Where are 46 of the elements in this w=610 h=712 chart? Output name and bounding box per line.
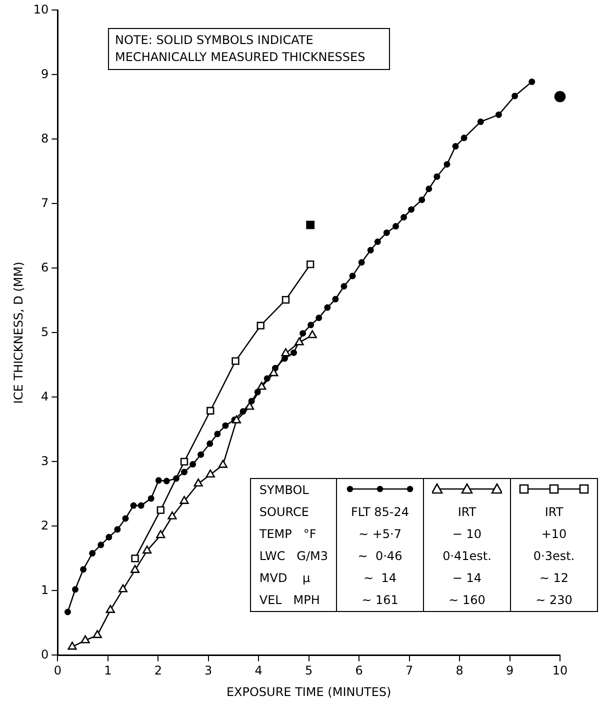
y-tick-label: 5 — [41, 324, 49, 339]
x-tick-label: 2 — [154, 664, 162, 678]
annotation: NOTE: SOLID SYMBOLS INDICATE MECHANICALLY MEASURED THICKNESSES — [108, 28, 390, 70]
y-tick-label: 6 — [41, 260, 49, 274]
y-tick-label: 7 — [41, 196, 49, 210]
annotation: SOURCE — [258, 504, 310, 521]
annotation: ~ +5·7 — [336, 523, 424, 545]
x-tick-label: 9 — [506, 664, 514, 678]
annotation: ~ 0·46 — [336, 545, 424, 567]
y-tick-label: 0 — [41, 647, 49, 662]
x-tick-label: 3 — [204, 664, 212, 678]
annotation: ~ 161 — [336, 589, 424, 612]
y-tick-label: 4 — [41, 389, 49, 404]
x-tick-label: 1 — [104, 664, 112, 678]
x-tick-label: 5 — [305, 664, 313, 678]
y-axis-title: ICE THICKNESS, D (MM) — [11, 262, 26, 404]
x-axis-title: EXPOSURE TIME (MINUTES) — [226, 684, 392, 699]
x-tick-label: 6 — [355, 664, 363, 678]
x-tick-label: 8 — [456, 664, 464, 678]
y-tick-label: 2 — [41, 518, 49, 532]
annotation: VEL MPH — [258, 592, 321, 609]
y-tick-label: 8 — [41, 131, 49, 146]
annotation: TEMP °F — [258, 526, 318, 543]
annotation: SYMBOL — [258, 482, 310, 499]
annotation: +10 — [510, 523, 598, 545]
x-tick-label: 4 — [254, 664, 262, 678]
y-tick-label: 9 — [41, 66, 49, 81]
annotation: LWC G/M3 — [258, 548, 329, 565]
annotation: ~ 230 — [510, 589, 598, 612]
x-tick-label: 7 — [405, 664, 414, 678]
annotation: ~ 160 — [424, 589, 510, 612]
y-tick-label: 10 — [33, 2, 49, 16]
legend-label: FLT 85-24 — [336, 501, 424, 523]
annotation: − 14 — [424, 567, 510, 589]
y-tick-label: 1 — [41, 582, 49, 597]
annotation: ~ 14 — [336, 567, 424, 589]
y-tick-label: 3 — [41, 454, 49, 468]
x-tick-label: 10 — [552, 664, 568, 678]
x-tick-label: 0 — [54, 664, 62, 678]
annotation: − 10 — [424, 523, 510, 545]
annotation: ~ 12 — [510, 567, 598, 589]
legend-label: IRT — [510, 501, 598, 523]
legend-label: IRT — [424, 501, 510, 523]
annotation: 0·3est. — [510, 545, 598, 567]
annotation: MVD μ — [258, 570, 312, 587]
annotation: 0·41est. — [424, 545, 510, 567]
